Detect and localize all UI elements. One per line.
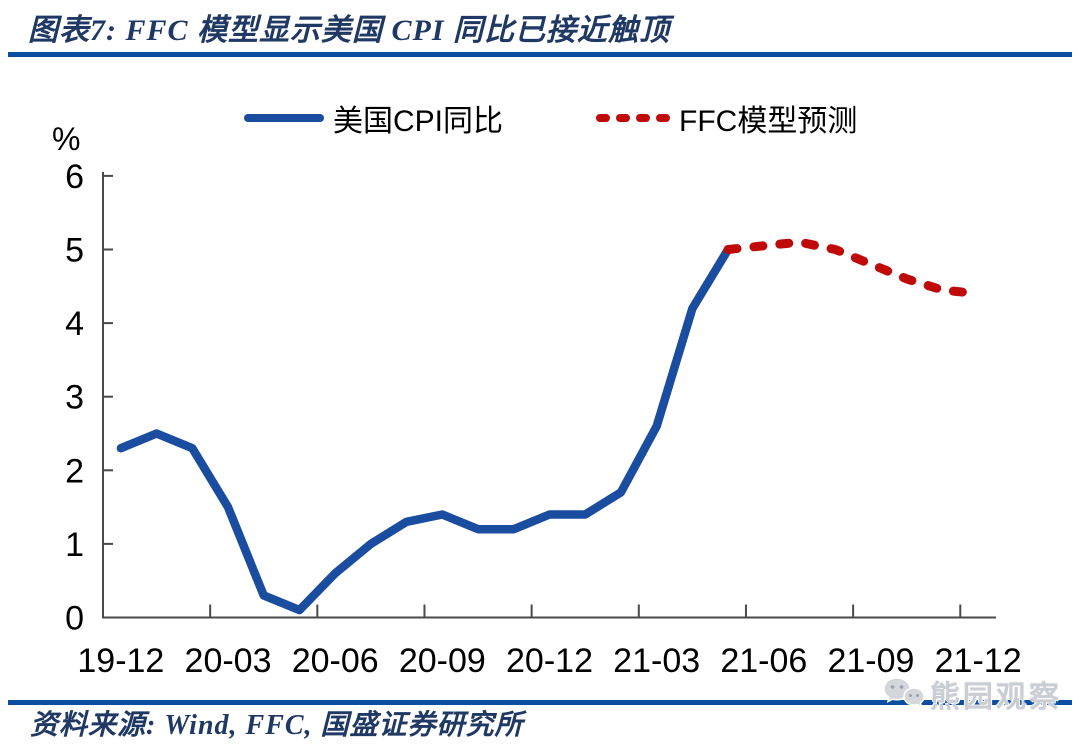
legend-label-forecast: FFC模型预测 [679,105,858,138]
watermark: 熊园观察 [882,672,1062,716]
y-tick-label: 3 [65,379,84,417]
x-tick-label: 21-03 [613,642,700,680]
x-tick-label: 19-12 [77,642,164,680]
footer-divider [8,700,1072,705]
legend-item-cpi: 美国CPI同比 [243,98,503,138]
x-tick-label: 20-06 [292,642,379,680]
x-tick-label: 20-09 [399,642,486,680]
watermark-text: 熊园观察 [930,681,1062,714]
y-tick-label: 5 [65,232,84,270]
legend-label-cpi: 美国CPI同比 [333,105,504,138]
title-divider [8,52,1072,57]
y-tick-label: 0 [65,600,84,638]
x-tick-label: 20-03 [185,642,272,680]
x-tick-label: 21-12 [935,642,1022,680]
y-axis-unit-label: % [52,121,80,157]
x-tick-label: 21-09 [827,642,914,680]
x-tick-label: 20-12 [506,642,593,680]
y-tick-label: 1 [65,526,84,564]
ffc-forecast-line [723,237,983,299]
y-tick-label: 4 [65,305,84,343]
source-note: 资料来源: Wind, FFC, 国盛证券研究所 [30,710,524,741]
x-tick-label: 21-06 [720,642,807,680]
figure-title: 图表7: FFC 模型显示美国 CPI 同比已接近触顶 [28,14,671,47]
y-tick-label: 6 [65,158,84,196]
solid-line-sample-icon [244,114,324,122]
legend-item-forecast: FFC模型预测 [595,98,857,138]
cpi-actual-line [116,245,733,615]
plot-axes [102,172,996,619]
y-tick-label: 2 [65,452,84,490]
wechat-icon [883,677,925,708]
